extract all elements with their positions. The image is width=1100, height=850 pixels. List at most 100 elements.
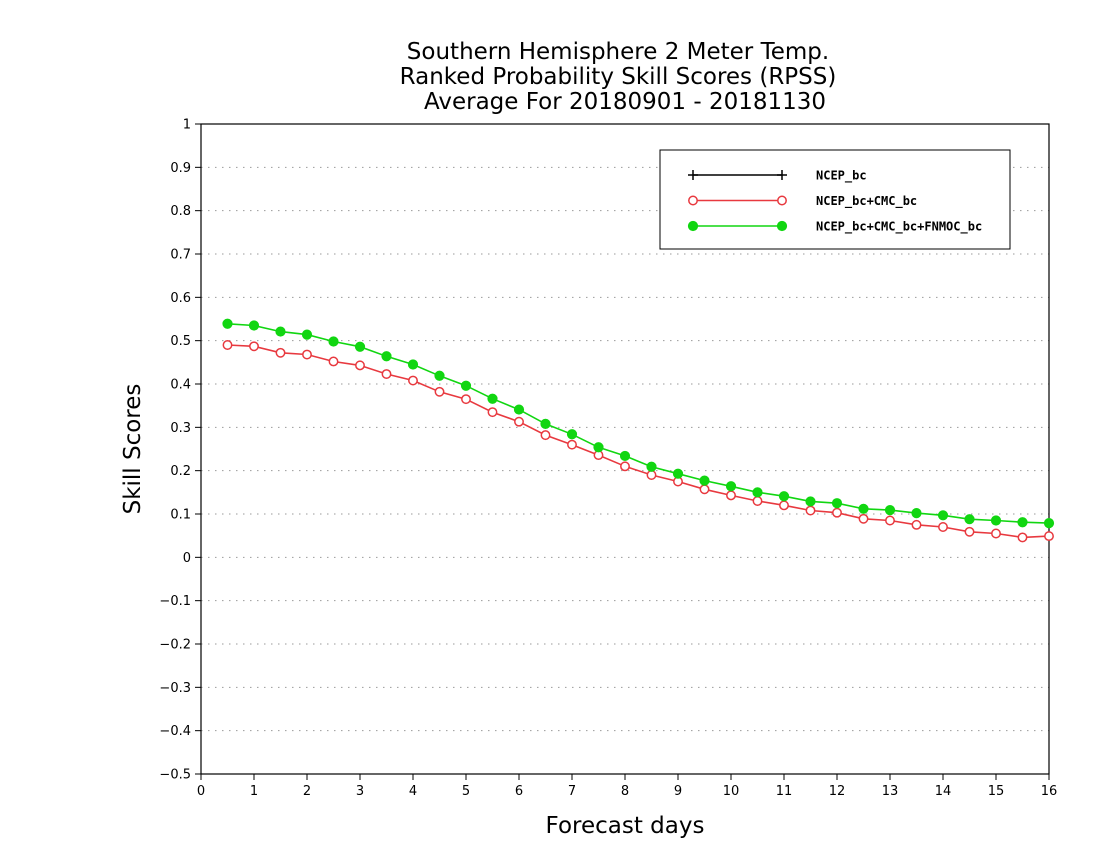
x-tick-label: 9 xyxy=(674,784,682,799)
y-tick-label: 0.2 xyxy=(170,464,191,479)
legend-marker-end xyxy=(777,195,787,206)
data-point xyxy=(328,336,339,347)
y-tick-label: −0.4 xyxy=(159,724,191,739)
data-point xyxy=(249,341,259,352)
series-line xyxy=(227,323,1050,524)
y-tick-label: −0.1 xyxy=(159,594,191,609)
y-tick-label: −0.3 xyxy=(159,681,191,696)
x-tick-label: 5 xyxy=(462,784,470,799)
data-point xyxy=(222,340,233,350)
legend-entry: NCEP_bc+CMC_bc+FNMOC_bc xyxy=(687,220,982,235)
y-tick-label: 0.7 xyxy=(170,248,191,263)
data-point xyxy=(1043,518,1055,529)
legend-label: NCEP_bc+CMC_bc+FNMOC_bc xyxy=(816,220,982,235)
data-point xyxy=(964,514,975,525)
gridlines xyxy=(201,166,1049,732)
data-point xyxy=(487,393,498,404)
data-point xyxy=(302,349,312,360)
data-point xyxy=(885,515,895,526)
data-point xyxy=(408,375,418,386)
data-point xyxy=(301,329,313,340)
data-point xyxy=(1017,517,1028,528)
data-point xyxy=(619,450,631,462)
x-tick-label: 8 xyxy=(621,784,629,799)
x-tick-label: 0 xyxy=(197,784,205,799)
data-point xyxy=(566,429,578,440)
x-tick-label: 15 xyxy=(988,784,1005,799)
data-point xyxy=(434,370,445,381)
data-point xyxy=(805,496,816,507)
data-point xyxy=(726,490,736,501)
x-tick-label: 4 xyxy=(409,784,417,799)
legend-marker-start xyxy=(688,170,698,180)
data-point xyxy=(275,347,286,358)
legend: NCEP_bc NCEP_bc+CMC_bc NCEP_bc+CMC_bc+FNMO… xyxy=(659,149,1011,250)
legend-label: NCEP_bc+CMC_bc xyxy=(816,194,917,209)
data-point xyxy=(222,318,233,329)
data-point xyxy=(487,407,498,418)
y-tick-label: −0.2 xyxy=(159,638,191,653)
data-point xyxy=(725,481,737,492)
data-point xyxy=(381,351,392,362)
legend-marker-end xyxy=(777,170,787,180)
data-point xyxy=(832,507,842,518)
x-tick-label: 16 xyxy=(1041,784,1058,799)
legend-entry: NCEP_bc xyxy=(688,169,867,184)
data-point xyxy=(990,515,1002,526)
title-line-2: Ranked Probability Skill Scores (RPSS) xyxy=(400,64,837,90)
title-line-3: Average For 20180901 - 20181130 xyxy=(424,89,826,115)
y-tick-label: 0.4 xyxy=(170,378,191,393)
data-series xyxy=(222,318,1055,543)
legend-marker-start xyxy=(688,195,698,206)
y-tick-label: −0.5 xyxy=(159,768,191,783)
legend-entry: NCEP_bc+CMC_bc xyxy=(688,194,917,209)
data-point xyxy=(858,513,869,524)
data-point xyxy=(831,498,843,509)
data-point xyxy=(699,475,710,486)
data-point xyxy=(1044,531,1054,542)
chart-title: Southern Hemisphere 2 Meter Temp. Ranked… xyxy=(400,39,837,115)
x-tick-label: 7 xyxy=(568,784,576,799)
x-tick-label: 14 xyxy=(935,784,952,799)
series-ncep-bc-cmc-bc-fnmoc-bc xyxy=(222,318,1055,529)
y-tick-label: 0.3 xyxy=(170,421,191,436)
y-tick-label: 0.9 xyxy=(170,161,191,176)
data-point xyxy=(911,508,922,519)
data-point xyxy=(514,416,524,427)
y-tick-label: 1 xyxy=(183,118,191,133)
x-tick-label: 2 xyxy=(303,784,311,799)
data-point xyxy=(779,500,789,511)
x-axis-ticks: 0 1 2 3 4 5 6 7 8 9 10 11 12 13 14 15 16 xyxy=(197,774,1057,799)
x-tick-label: 1 xyxy=(250,784,258,799)
y-tick-label: 0.6 xyxy=(170,291,191,306)
data-point xyxy=(567,439,577,450)
y-tick-label: 0.1 xyxy=(170,508,191,523)
series-ncep-bc-cmc-bc xyxy=(222,340,1054,543)
data-point xyxy=(434,386,445,397)
data-point xyxy=(460,380,472,391)
legend-box xyxy=(659,149,1011,250)
y-tick-label: 0 xyxy=(183,551,191,566)
data-point xyxy=(540,430,551,441)
legend-marker-start xyxy=(687,220,699,232)
y-tick-label: 0.8 xyxy=(170,204,191,219)
data-point xyxy=(884,505,896,516)
data-point xyxy=(275,326,286,337)
data-point xyxy=(778,491,790,502)
data-point xyxy=(646,470,657,480)
data-point xyxy=(752,496,763,506)
x-tick-label: 12 xyxy=(829,784,846,799)
y-axis-ticks: −0.5 −0.4 −0.3 −0.2 −0.1 0 0.1 0.2 0.3 0.4 0.5 0.6 0… xyxy=(159,118,201,783)
series-line xyxy=(227,344,1050,539)
data-point xyxy=(354,341,366,352)
data-point xyxy=(699,484,710,495)
data-point xyxy=(593,442,604,453)
data-point xyxy=(248,320,260,331)
data-point xyxy=(937,510,949,521)
x-tick-label: 13 xyxy=(882,784,899,799)
data-point xyxy=(381,369,392,379)
data-point xyxy=(938,522,948,532)
legend-marker-end xyxy=(776,220,788,232)
data-point xyxy=(752,487,763,498)
